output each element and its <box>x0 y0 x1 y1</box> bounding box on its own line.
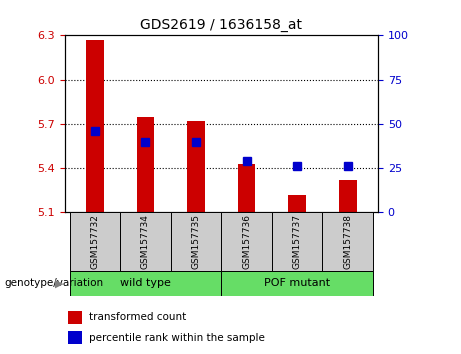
Bar <box>221 212 272 271</box>
Bar <box>68 331 82 344</box>
Bar <box>272 212 322 271</box>
Bar <box>120 212 171 271</box>
Bar <box>68 311 82 324</box>
Text: POF mutant: POF mutant <box>264 278 330 288</box>
Text: GSM157734: GSM157734 <box>141 214 150 269</box>
Bar <box>86 40 104 212</box>
Bar <box>70 271 221 296</box>
Text: genotype/variation: genotype/variation <box>5 278 104 288</box>
Bar <box>136 116 154 212</box>
Bar <box>221 271 373 296</box>
Bar <box>171 212 221 271</box>
Bar <box>339 180 356 212</box>
Bar <box>70 212 120 271</box>
Bar <box>322 212 373 271</box>
Text: wild type: wild type <box>120 278 171 288</box>
Text: GSM157735: GSM157735 <box>191 214 201 269</box>
Bar <box>288 195 306 212</box>
Text: ▶: ▶ <box>55 278 64 288</box>
Title: GDS2619 / 1636158_at: GDS2619 / 1636158_at <box>140 18 302 32</box>
Text: percentile rank within the sample: percentile rank within the sample <box>89 332 265 343</box>
Text: GSM157732: GSM157732 <box>90 214 100 269</box>
Bar <box>187 121 205 212</box>
Text: GSM157736: GSM157736 <box>242 214 251 269</box>
Text: GSM157738: GSM157738 <box>343 214 352 269</box>
Text: transformed count: transformed count <box>89 312 186 322</box>
Text: GSM157737: GSM157737 <box>293 214 301 269</box>
Bar <box>238 164 255 212</box>
